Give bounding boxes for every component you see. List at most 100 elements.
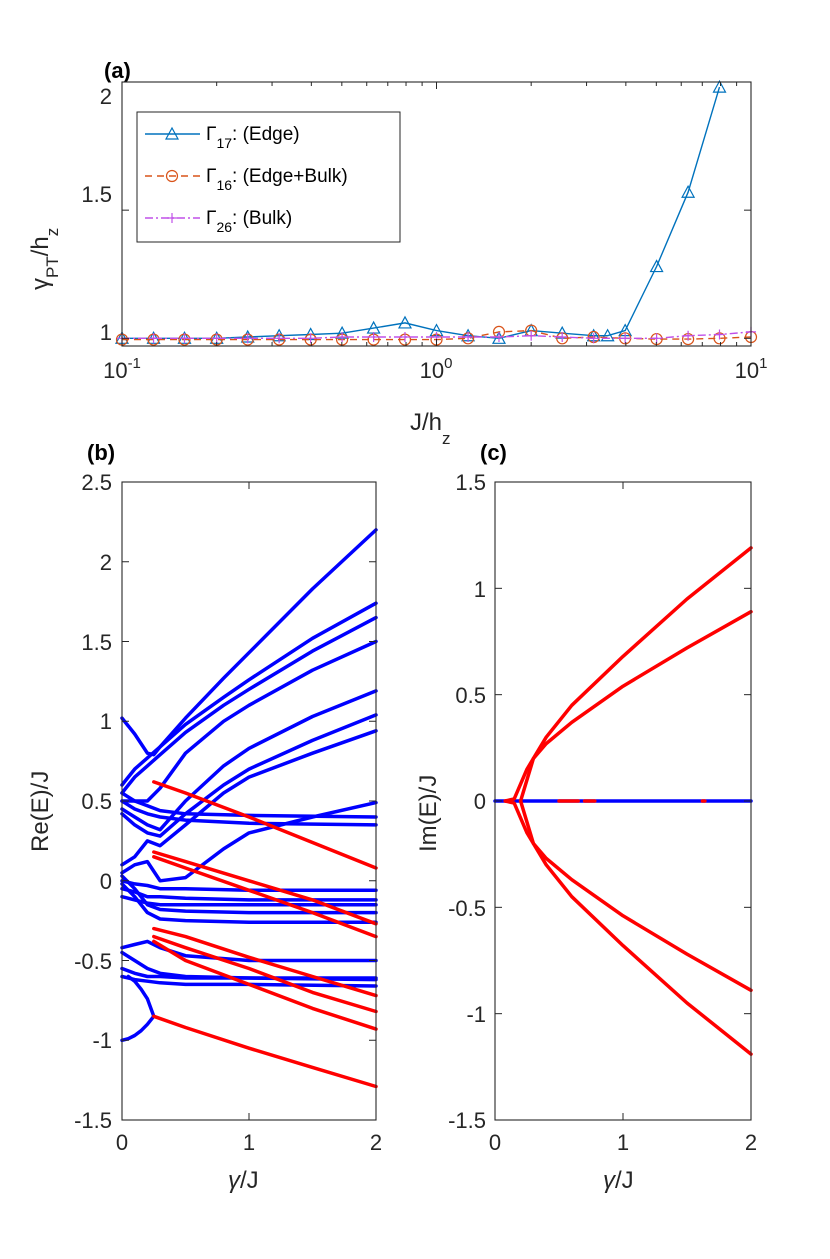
panel-b-xtick-label: 2	[370, 1130, 382, 1155]
panel-a: (a) 10-1 100 101 1 1.5 2 J/hz γPT/hz Γ17…	[27, 58, 767, 448]
data-point	[463, 332, 474, 343]
panel-a-label: (a)	[104, 58, 131, 83]
data-point	[651, 333, 662, 344]
data-point	[368, 332, 379, 343]
panel-b-ytick-label: 2.5	[81, 470, 112, 495]
series-line-12	[120, 894, 378, 907]
series-line-4	[120, 689, 378, 832]
series-line-17	[120, 966, 378, 980]
series-line-11	[120, 886, 378, 902]
data-point	[305, 333, 316, 344]
panel-c-ytick-label: 0	[474, 789, 486, 814]
panel-b-ytick-label: 1	[100, 709, 112, 734]
panel-a-xtick-label: 100	[420, 355, 453, 383]
panel-c-xtick-label: 0	[489, 1130, 501, 1155]
data-point	[337, 332, 348, 343]
data-point	[397, 315, 413, 329]
panel-a-series	[114, 79, 758, 346]
data-point	[649, 259, 664, 273]
legend-samples	[145, 126, 200, 223]
panel-a-ylabel: γPT/hz	[27, 228, 62, 290]
data-point	[526, 330, 537, 341]
panel-b-ytick-label: 2	[100, 550, 112, 575]
series-line-23	[152, 850, 378, 926]
data-point	[399, 332, 410, 343]
data-point	[493, 332, 504, 343]
panel-c-ticks	[494, 481, 752, 1121]
series-line-24	[152, 855, 378, 939]
series-line-15	[120, 939, 378, 963]
panel-b-xlabel: γ/J	[228, 1167, 259, 1194]
series-line-0	[120, 528, 378, 757]
data-point	[714, 329, 725, 340]
panel-c-ytick-label: 0.5	[455, 683, 486, 708]
panel-c-label: (c)	[480, 440, 507, 465]
data-point	[179, 333, 190, 344]
panel-a-legend: Γ17: (Edge) Γ16: (Edge+Bulk) Γ26: (Bulk)	[136, 111, 401, 243]
series-line-9	[120, 799, 378, 827]
panel-b: (b) 0 1 2 -1.5 -1 -0.5 0 0.5 1 1.5 2 2.5…	[27, 440, 382, 1194]
panel-c-ytick-label: -1	[466, 1002, 486, 1027]
panel-a-ytick-label: 1.5	[81, 182, 112, 207]
series-line-13	[120, 874, 378, 915]
panel-b-xtick-label: 1	[243, 1130, 255, 1155]
series-line-22	[152, 780, 378, 870]
series-line-1	[503, 546, 753, 803]
panel-c-series	[493, 546, 753, 1056]
data-point	[242, 333, 253, 344]
data-point	[557, 332, 568, 343]
panel-c-ytick-label: -1.5	[448, 1108, 486, 1133]
series-line-6	[120, 729, 378, 867]
series-line-3	[518, 609, 753, 803]
panel-b-xtick-label: 0	[116, 1130, 128, 1155]
panel-c-ytick-label: 1.5	[455, 470, 486, 495]
data-point	[620, 333, 631, 344]
data-point	[148, 333, 159, 344]
data-point	[600, 328, 615, 342]
legend-marker-1	[165, 169, 179, 183]
data-point	[211, 333, 222, 344]
series-line-14	[120, 882, 378, 924]
panel-c-xtick-label: 1	[617, 1130, 629, 1155]
panel-b-label: (b)	[87, 440, 115, 465]
series-line-21	[152, 1014, 378, 1089]
panel-b-ytick-label: 0.5	[81, 789, 112, 814]
legend-marker-0	[164, 126, 180, 140]
panel-c-ylabel: Im(E)/J	[415, 775, 442, 852]
series-line-4	[518, 799, 753, 993]
panel-c-ytick-label: 1	[474, 577, 486, 602]
panel-b-ytick-label: 0	[100, 869, 112, 894]
panel-c-xtick-label: 2	[745, 1130, 757, 1155]
panel-b-ytick-label: -0.5	[74, 949, 112, 974]
panel-c-ytick-label: -0.5	[448, 896, 486, 921]
series-line-25	[152, 926, 378, 998]
series-line-20	[126, 974, 156, 1019]
series-line-0	[122, 86, 721, 340]
panel-b-ticks	[121, 481, 377, 1121]
panel-b-ylabel: Re(E)/J	[27, 771, 54, 852]
data-point	[274, 333, 285, 344]
panel-b-ytick-label: -1.5	[74, 1108, 112, 1133]
series-line-26	[152, 934, 378, 1014]
legend-entry-edge: Γ17: (Edge)	[206, 124, 300, 151]
data-point	[491, 331, 506, 344]
data-point	[681, 184, 696, 198]
panel-b-ytick-label: -1	[92, 1028, 112, 1053]
series-line-2	[120, 615, 378, 795]
panel-a-xtick-label: 10-1	[103, 355, 141, 383]
legend-entry-edge-bulk: Γ16: (Edge+Bulk)	[206, 166, 348, 193]
panel-a-ytick-label: 2	[100, 84, 112, 109]
series-line-19	[120, 1014, 156, 1043]
panel-a-ticks	[121, 81, 752, 346]
series-line-2	[122, 331, 752, 339]
data-point	[683, 330, 694, 341]
legend-entry-bulk: Γ26: (Bulk)	[206, 208, 292, 235]
panel-b-ytick-label: 1.5	[81, 630, 112, 655]
data-point	[712, 79, 727, 93]
data-point	[588, 333, 599, 344]
panel-b-axes-box	[121, 481, 377, 1121]
panel-b-series	[120, 528, 378, 1089]
panel-a-ytick-label: 1	[100, 320, 112, 345]
series-line-2	[503, 799, 753, 1056]
